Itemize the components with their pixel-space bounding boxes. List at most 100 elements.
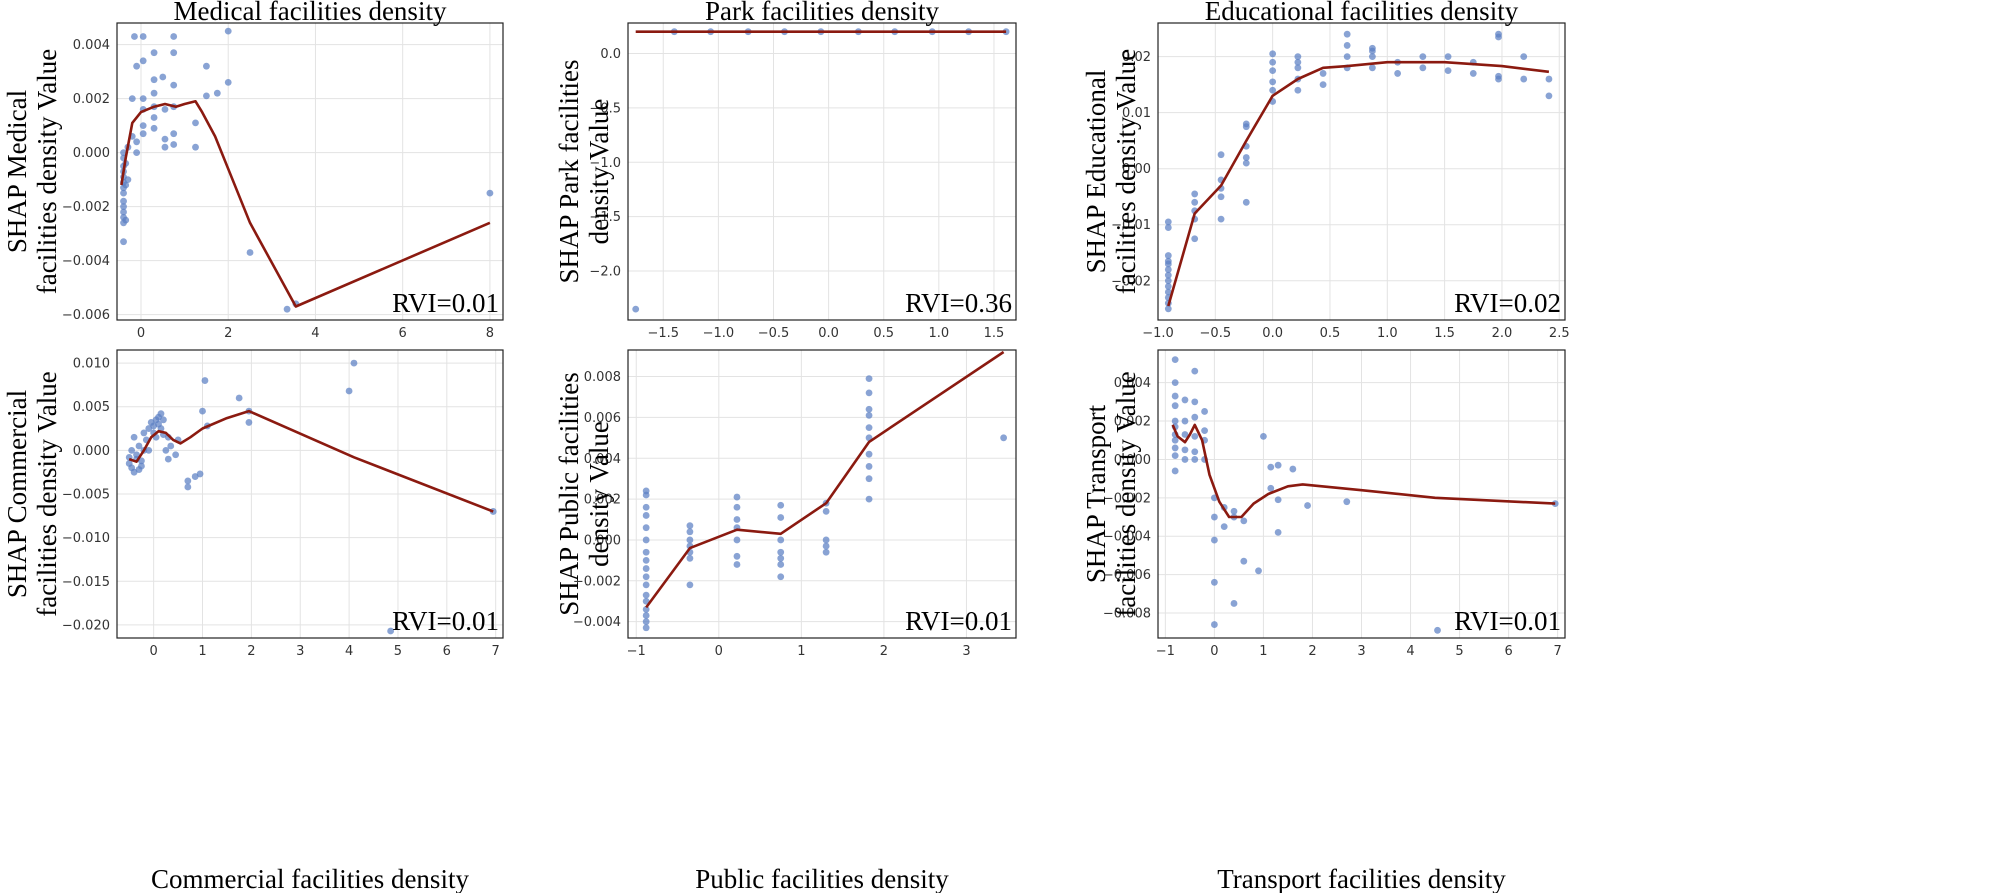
y-tick-label: −0.005 [62, 488, 110, 503]
data-point [192, 119, 199, 127]
data-point [1181, 446, 1189, 454]
data-point [642, 524, 650, 532]
data-point [1269, 78, 1277, 86]
data-point [192, 143, 199, 151]
data-point [1171, 444, 1179, 452]
data-point [1419, 53, 1427, 61]
data-point [1210, 536, 1218, 544]
data-point [145, 446, 153, 454]
subplot-1: 0 2 4 6 8 −0.006 −0.004 −0.002 0.000 0.002 0.004 Me… [2, 0, 504, 341]
data-point [1294, 64, 1302, 72]
x-tick-label: 1 [1259, 644, 1267, 659]
data-point [1230, 507, 1238, 515]
data-point [162, 446, 170, 454]
data-point [642, 487, 650, 495]
y-tick-label: 0.002 [1114, 415, 1151, 430]
rvi-annotation: RVI=0.36 [905, 288, 1012, 318]
y-tick-label: 0.002 [584, 493, 621, 508]
data-point [1419, 64, 1427, 72]
x-tick-label: 5 [1455, 644, 1463, 659]
x-tick-label: 0.5 [1320, 326, 1341, 341]
x-tick-label: 6 [443, 644, 451, 659]
y-axis-label-line: SHAP Public facilities [554, 372, 584, 616]
data-point [387, 627, 395, 635]
data-point [1343, 53, 1351, 61]
data-point [1274, 529, 1282, 536]
data-point [865, 405, 873, 413]
data-point [1294, 86, 1302, 94]
data-point [865, 424, 873, 432]
y-tick-label: −2.0 [589, 265, 621, 280]
data-point [1201, 408, 1208, 415]
data-point [122, 181, 130, 189]
data-point [170, 130, 178, 138]
x-tick-label: 2.5 [1549, 326, 1570, 341]
data-point [1368, 53, 1376, 61]
subplot-5: −1 0 1 2 3 −0.004 −0.002 0.000 0.002 0.004 0.006 0.… [554, 349, 1017, 893]
data-point [1495, 72, 1502, 80]
data-point [642, 597, 650, 605]
y-tick-label: −0.004 [62, 254, 110, 269]
data-point [1545, 92, 1553, 100]
subplot-6: −1 0 1 2 3 4 5 6 7 −0.008 −0.006 −0.004 −0.002 0.000 0… [1081, 349, 1566, 893]
data-point [184, 477, 192, 485]
data-point [184, 483, 192, 491]
data-point [1343, 42, 1351, 49]
data-point [131, 33, 138, 40]
x-tick-label: −1.5 [647, 326, 679, 341]
x-tick-label: 7 [1554, 644, 1562, 659]
data-point [642, 573, 650, 581]
y-tick-label: −0.004 [573, 615, 621, 630]
data-point [1191, 235, 1199, 243]
data-point [128, 446, 136, 454]
data-point [1343, 498, 1351, 506]
data-point [139, 122, 147, 129]
data-point [642, 503, 650, 511]
trend-line [128, 409, 494, 513]
x-tick-label: 2 [1308, 644, 1316, 659]
y-tick-label: 0.010 [73, 357, 110, 372]
data-point [1274, 461, 1282, 469]
data-point [120, 189, 127, 197]
data-point [1269, 58, 1277, 66]
data-point [1191, 198, 1199, 206]
data-point [196, 470, 204, 478]
y-tick-label: −1.0 [589, 156, 621, 171]
data-point [1240, 517, 1248, 525]
x-tick-label: 4 [1406, 644, 1414, 659]
data-point [1164, 252, 1172, 259]
data-point [1171, 417, 1179, 425]
subplot-2: −1.5 −1.0 −0.5 0.0 0.5 1.0 1.5 −2.0 −1.5 −1.0 −0.5… [554, 0, 1017, 341]
rvi-annotation: RVI=0.01 [392, 606, 499, 636]
data-point [1368, 64, 1376, 72]
data-point [642, 581, 650, 589]
data-point [1171, 379, 1179, 387]
data-point [1171, 467, 1179, 475]
data-point [642, 548, 650, 556]
data-point [1181, 456, 1189, 463]
x-tick-label: 0.0 [1262, 326, 1283, 341]
x-tick-label: 3 [296, 644, 304, 659]
data-point [139, 130, 147, 138]
data-point [1164, 218, 1172, 226]
plot-frame [627, 22, 1017, 321]
data-point [172, 451, 180, 459]
x-tick-label: 0 [715, 644, 723, 659]
data-point [686, 528, 694, 536]
data-point [130, 433, 138, 441]
data-point [120, 203, 127, 211]
subplot-title: Educational facilities density [1205, 0, 1519, 26]
subplot-3: −1.0 −0.5 0.0 0.5 1.0 1.5 2.0 2.5 −0.02 −0.01 0.00… [1081, 0, 1570, 341]
data-point [822, 507, 830, 515]
data-point [1191, 456, 1199, 463]
data-point [1210, 578, 1218, 586]
data-point [150, 89, 158, 97]
data-point [161, 135, 169, 143]
y-tick-label: 0.006 [584, 411, 621, 426]
data-point [777, 561, 785, 568]
x-tick-label: −0.5 [1200, 326, 1232, 341]
y-tick-label: −0.002 [62, 200, 110, 215]
y-tick-label: 0.004 [584, 452, 621, 467]
data-point [1181, 431, 1189, 438]
